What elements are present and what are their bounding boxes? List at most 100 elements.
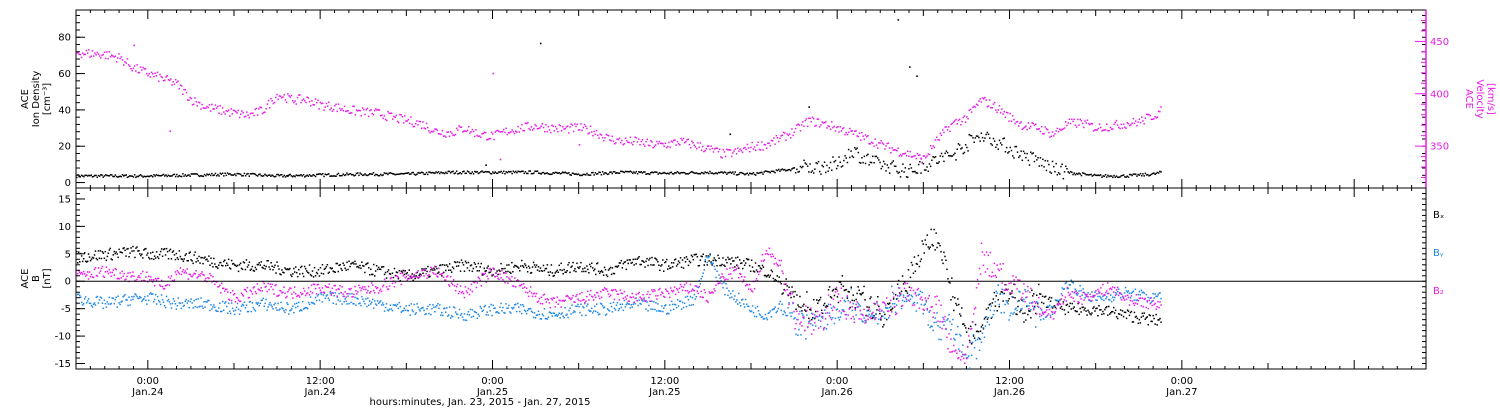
data-point xyxy=(719,282,721,284)
data-point xyxy=(896,170,898,173)
data-point xyxy=(876,157,879,159)
data-point xyxy=(202,274,204,276)
data-point xyxy=(638,299,640,301)
data-point xyxy=(146,271,148,273)
data-point xyxy=(832,298,835,301)
data-point xyxy=(851,299,853,302)
data-point xyxy=(591,172,593,174)
data-point xyxy=(305,175,307,177)
data-point xyxy=(915,157,917,160)
data-point xyxy=(712,292,714,294)
data-point xyxy=(494,307,496,309)
data-point xyxy=(801,325,803,327)
data-point xyxy=(922,243,924,245)
data-point xyxy=(809,308,811,311)
data-point xyxy=(761,141,763,143)
data-point xyxy=(878,309,880,312)
data-point xyxy=(879,161,881,164)
data-point xyxy=(822,165,825,168)
data-point xyxy=(238,264,241,266)
data-point xyxy=(357,291,359,293)
data-point xyxy=(503,272,505,275)
data-point xyxy=(502,268,504,270)
data-point xyxy=(923,169,926,171)
data-point xyxy=(220,310,222,313)
data-point xyxy=(699,259,702,261)
data-point xyxy=(665,288,667,290)
data-point xyxy=(1061,163,1063,165)
data-point xyxy=(478,315,480,317)
data-point xyxy=(259,106,261,108)
data-point xyxy=(436,129,439,131)
data-point xyxy=(730,172,733,174)
data-point xyxy=(175,308,178,310)
data-point xyxy=(480,285,482,287)
data-point xyxy=(595,296,597,299)
data-point xyxy=(84,174,86,177)
data-point xyxy=(864,134,867,136)
data-point xyxy=(935,303,937,306)
data-point xyxy=(939,155,942,157)
data-point xyxy=(1064,313,1067,316)
data-point xyxy=(341,286,343,288)
data-point xyxy=(821,164,823,167)
data-point xyxy=(709,170,711,173)
data-point xyxy=(923,309,925,311)
data-point xyxy=(624,296,627,298)
data-point xyxy=(1135,120,1137,122)
data-point xyxy=(677,291,680,294)
data-point xyxy=(379,173,382,176)
data-point xyxy=(886,142,888,145)
data-point xyxy=(484,304,486,307)
data-point xyxy=(794,172,797,174)
data-point xyxy=(387,269,390,271)
data-point xyxy=(189,96,191,99)
data-point xyxy=(930,228,932,231)
data-point xyxy=(771,140,774,142)
data-point xyxy=(163,248,166,250)
data-point xyxy=(676,289,679,291)
data-point xyxy=(1122,315,1125,318)
data-point xyxy=(371,282,373,284)
data-point xyxy=(581,129,583,132)
data-point xyxy=(1020,309,1022,312)
data-point xyxy=(143,249,145,251)
data-point xyxy=(627,141,629,143)
data-point xyxy=(1120,314,1123,316)
data-point xyxy=(500,131,503,133)
data-point xyxy=(316,173,318,176)
data-point xyxy=(880,167,882,170)
data-point xyxy=(292,305,294,307)
data-point xyxy=(964,121,967,123)
data-point xyxy=(522,305,525,308)
data-point xyxy=(435,306,437,308)
data-point xyxy=(828,312,831,314)
data-point xyxy=(1141,312,1144,315)
data-point xyxy=(376,109,378,111)
data-point xyxy=(166,75,168,77)
data-point xyxy=(606,173,609,176)
data-point xyxy=(214,306,216,309)
data-point xyxy=(556,128,558,130)
data-point xyxy=(329,267,332,269)
data-point xyxy=(708,260,710,262)
data-point xyxy=(1065,121,1067,123)
data-point xyxy=(656,298,658,300)
data-point xyxy=(667,145,669,148)
data-point xyxy=(88,271,91,273)
data-point xyxy=(783,283,785,285)
data-point xyxy=(905,155,908,157)
data-point xyxy=(872,155,874,158)
data-point xyxy=(507,307,509,309)
data-point xyxy=(471,128,474,131)
data-point xyxy=(861,313,863,316)
data-point xyxy=(500,302,502,305)
data-point xyxy=(489,271,491,273)
data-point xyxy=(825,171,827,174)
data-point xyxy=(724,293,726,296)
data-point xyxy=(1009,292,1011,294)
data-point xyxy=(1084,307,1086,309)
data-point xyxy=(264,302,266,305)
data-point xyxy=(160,175,162,177)
data-point xyxy=(175,273,178,276)
